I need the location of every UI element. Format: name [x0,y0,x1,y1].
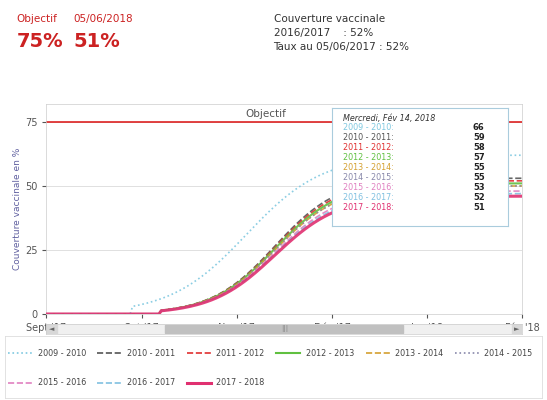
Text: 2011 - 2012:: 2011 - 2012: [342,144,396,152]
Text: 2015 - 2016: 2015 - 2016 [38,378,86,387]
Text: |||: ||| [281,326,288,332]
Text: 05/06/2018: 05/06/2018 [74,14,133,24]
Text: 66: 66 [473,124,485,132]
Bar [46,324,57,334]
Text: 75%: 75% [16,32,63,51]
Y-axis label: Couverture vaccinale en %: Couverture vaccinale en % [13,148,22,270]
Text: 2013 - 2014:: 2013 - 2014: [342,164,396,172]
Bar [512,324,522,334]
Text: 52: 52 [473,194,485,202]
Text: 2010 - 2011:: 2010 - 2011: [342,134,396,142]
Text: ◄: ◄ [49,326,54,332]
Text: 2011 - 2012: 2011 - 2012 [216,349,265,358]
Text: 58: 58 [473,144,485,152]
Text: 51%: 51% [74,32,120,51]
Text: Taux au 05/06/2017 : 52%: Taux au 05/06/2017 : 52% [274,42,410,52]
Text: 2016 - 2017: 2016 - 2017 [127,378,175,387]
Text: 2016/2017    : 52%: 2016/2017 : 52% [274,28,373,38]
Bar [165,325,404,333]
Text: 55: 55 [473,164,485,172]
Text: Objectif: Objectif [16,14,57,24]
Text: 59: 59 [473,134,485,142]
Text: 55: 55 [473,174,485,182]
Text: 2009 - 2010: 2009 - 2010 [38,349,86,358]
Text: 2013 - 2014: 2013 - 2014 [395,349,443,358]
Text: 2014 - 2015:: 2014 - 2015: [342,174,396,182]
Text: Objectif: Objectif [245,109,286,119]
Text: 2016 - 2017:: 2016 - 2017: [342,194,396,202]
Text: 2012 - 2013:: 2012 - 2013: [342,154,396,162]
Text: 2009 - 2010:: 2009 - 2010: [342,124,396,132]
Text: 51: 51 [473,204,485,212]
Text: 53: 53 [473,184,485,192]
Text: 2012 - 2013: 2012 - 2013 [306,349,354,358]
Text: 57: 57 [473,154,485,162]
Text: ►: ► [515,326,520,332]
Text: 2015 - 2016:: 2015 - 2016: [342,184,396,192]
Text: Mercredi, Fév 14, 2018: Mercredi, Fév 14, 2018 [342,114,435,123]
Text: Couverture vaccinale: Couverture vaccinale [274,14,385,24]
Text: 2017 - 2018: 2017 - 2018 [216,378,265,387]
Text: 2014 - 2015: 2014 - 2015 [484,349,533,358]
Text: 2017 - 2018:: 2017 - 2018: [342,204,396,212]
Text: 2010 - 2011: 2010 - 2011 [127,349,175,358]
